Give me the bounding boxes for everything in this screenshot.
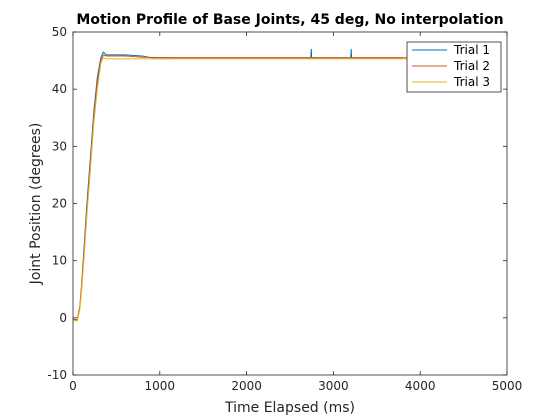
y-tick-label: 0 xyxy=(59,311,67,325)
y-tick-label: 40 xyxy=(52,82,67,96)
legend-label-trial-2: Trial 2 xyxy=(453,59,490,73)
series-line-trial-3 xyxy=(73,57,412,322)
x-axis-ticks: 0 1000 2000 3000 4000 5000 xyxy=(69,32,522,393)
y-axis-ticks: -10 0 10 20 30 40 50 xyxy=(47,25,507,382)
x-tick-label: 4000 xyxy=(405,379,436,393)
y-tick-label: 20 xyxy=(52,197,67,211)
legend-label-trial-1: Trial 1 xyxy=(453,43,490,57)
y-tick-label: 10 xyxy=(52,254,67,268)
y-tick-label: 50 xyxy=(52,25,67,39)
x-tick-label: 2000 xyxy=(231,379,262,393)
x-tick-label: 1000 xyxy=(145,379,176,393)
y-axis-label: Joint Position (degrees) xyxy=(28,123,44,286)
x-axis-label: Time Elapsed (ms) xyxy=(224,400,355,416)
y-tick-label: -10 xyxy=(47,368,67,382)
x-tick-label: 3000 xyxy=(318,379,349,393)
x-tick-label: 0 xyxy=(69,379,77,393)
chart-title: Motion Profile of Base Joints, 45 deg, N… xyxy=(76,12,503,28)
series-layer xyxy=(72,48,412,322)
y-tick-label: 30 xyxy=(52,139,67,153)
legend-label-trial-3: Trial 3 xyxy=(453,75,490,89)
x-tick-label: 5000 xyxy=(492,379,523,393)
legend: Trial 1 Trial 2 Trial 3 xyxy=(406,41,502,93)
